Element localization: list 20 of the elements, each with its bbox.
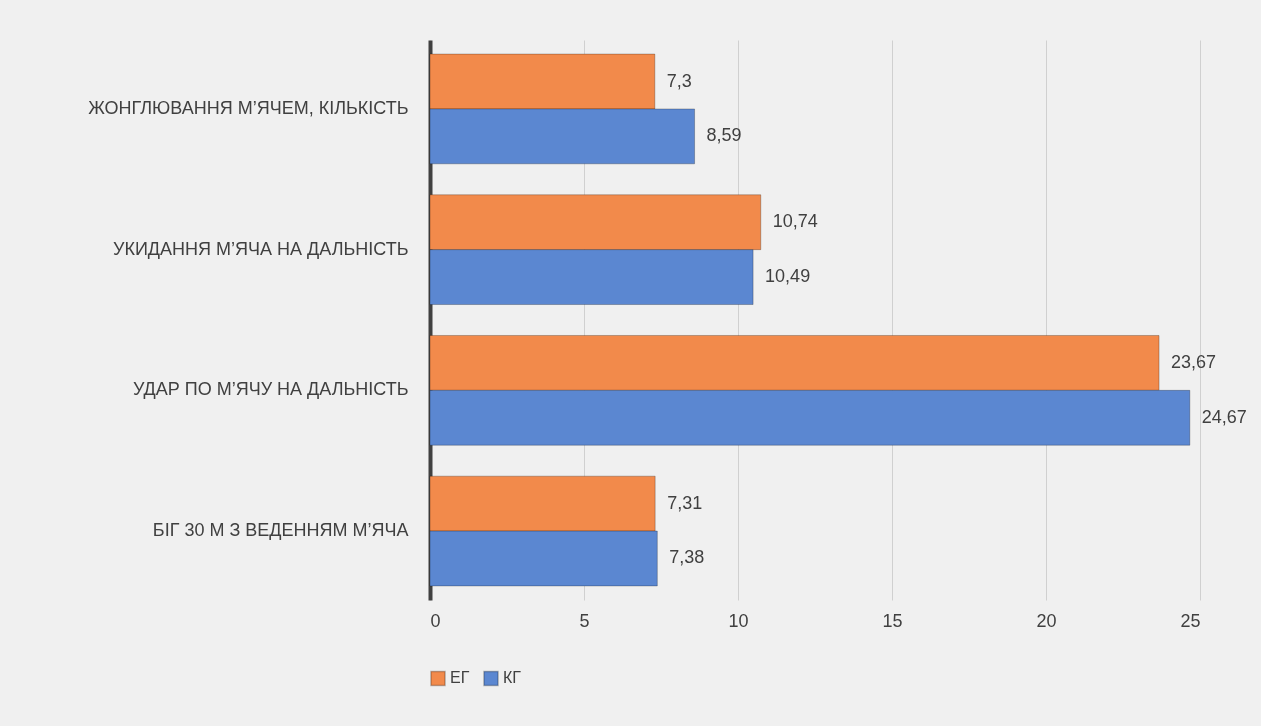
data-label: 10,74 — [772, 211, 818, 232]
x-tick-label: 25 — [1180, 610, 1201, 631]
data-label: 7,38 — [669, 547, 705, 568]
x-tick-label: 20 — [1036, 610, 1057, 631]
data-label: 8,59 — [706, 125, 742, 146]
x-tick-label: 10 — [728, 610, 749, 631]
x-tick-label: 5 — [579, 610, 590, 631]
y-tick-label: УДАР ПО М’ЯЧУ НА ДАЛЬНІСТЬ — [132, 379, 409, 400]
data-label: 23,67 — [1171, 351, 1217, 372]
legend-label: ЕГ — [450, 669, 470, 687]
legend-label: КГ — [503, 669, 522, 687]
x-tick-label: 0 — [430, 610, 441, 631]
y-tick-label: БІГ 30 М З ВЕДЕННЯМ М’ЯЧА — [152, 520, 409, 541]
data-label: 10,49 — [765, 266, 811, 287]
y-tick-label: УКИДАННЯ М’ЯЧА НА ДАЛЬНІСТЬ — [113, 238, 409, 259]
x-tick-label: 15 — [882, 610, 903, 631]
y-tick-label: ЖОНГЛЮВАННЯ М’ЯЧЕМ, КІЛЬКІСТЬ — [88, 97, 409, 118]
data-label: 24,67 — [1201, 406, 1247, 427]
data-label: 7,31 — [667, 492, 703, 513]
data-label: 7,3 — [666, 70, 692, 91]
